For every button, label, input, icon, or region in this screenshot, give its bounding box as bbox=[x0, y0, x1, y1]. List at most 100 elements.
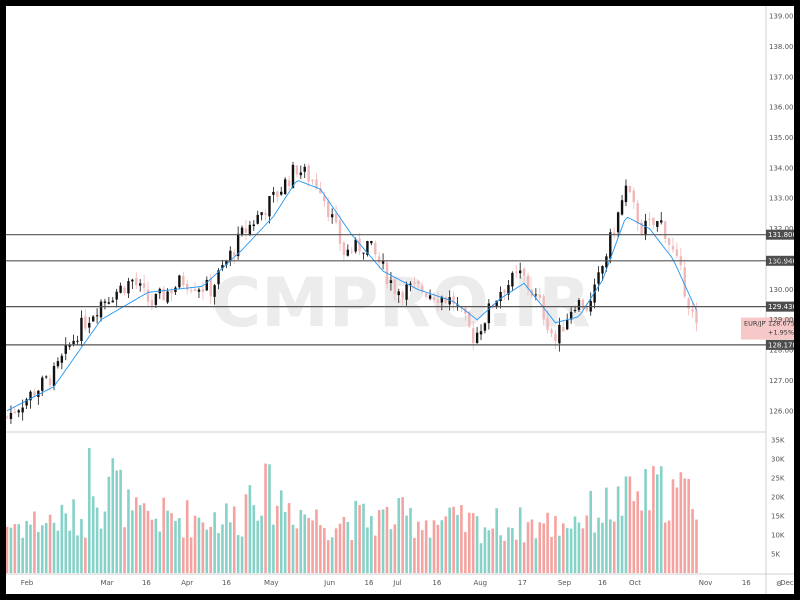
volume-bar bbox=[52, 522, 56, 573]
volume-bar bbox=[585, 515, 589, 573]
volume-bar bbox=[72, 499, 75, 573]
time-tick-label: Aug bbox=[473, 579, 487, 587]
candle-body bbox=[178, 275, 181, 288]
time-tick-label: Jul bbox=[392, 579, 402, 587]
price-tick-label: 126.000 bbox=[769, 407, 794, 415]
candle-body bbox=[609, 232, 612, 259]
time-tick-label: Oct bbox=[629, 579, 641, 587]
candle-body bbox=[350, 251, 353, 253]
volume-bar bbox=[675, 487, 679, 573]
candle-body bbox=[616, 212, 620, 233]
volume-bar bbox=[471, 513, 475, 573]
candle-body bbox=[483, 323, 487, 331]
candle-body bbox=[146, 289, 150, 302]
candle-body bbox=[303, 166, 306, 172]
volume-bar bbox=[330, 537, 334, 573]
candle-body bbox=[495, 300, 498, 307]
volume-bar bbox=[99, 528, 103, 573]
candle-body bbox=[299, 172, 303, 176]
volume-bar bbox=[366, 527, 369, 573]
candle-body bbox=[68, 345, 71, 347]
volume-bar bbox=[166, 510, 169, 573]
volume-bar bbox=[201, 522, 205, 573]
candle-body bbox=[205, 279, 208, 291]
chart-canvas[interactable]: CMPRO.IR 131.800 130.940 129.430 128.170 EUR… bbox=[6, 6, 794, 594]
candle-body bbox=[440, 296, 444, 303]
volume-bar bbox=[554, 516, 557, 573]
candle-body bbox=[209, 278, 212, 297]
volume-bar bbox=[612, 521, 616, 573]
candle-body bbox=[562, 327, 565, 332]
volume-bar bbox=[236, 535, 240, 573]
level-label-bg bbox=[766, 229, 794, 240]
volume-bar bbox=[667, 520, 671, 573]
volume-bar bbox=[514, 539, 518, 573]
symbol-label: EUR/JPY bbox=[744, 320, 769, 328]
volume-bar bbox=[420, 530, 424, 573]
candle-body bbox=[554, 333, 557, 342]
level-label: 128.170 bbox=[768, 341, 794, 349]
candle-body bbox=[652, 217, 655, 225]
settings-gear-icon[interactable]: ⚙ bbox=[776, 580, 782, 588]
candle-body bbox=[150, 300, 154, 306]
price-tick-label: 134.000 bbox=[769, 164, 794, 172]
volume-bar bbox=[628, 476, 632, 573]
volume-bar bbox=[283, 511, 287, 573]
candle-body bbox=[276, 191, 279, 197]
time-tick-label: Nov bbox=[699, 579, 713, 587]
price-tick-label: 132.000 bbox=[769, 225, 794, 233]
time-tick-label: Dec bbox=[780, 579, 794, 587]
candle-body bbox=[88, 322, 91, 328]
volume-tick-label: 15K bbox=[771, 512, 785, 520]
volume-bar bbox=[483, 527, 487, 573]
volume-bar bbox=[307, 517, 310, 573]
candle-body bbox=[601, 266, 604, 274]
volume-tick-label: 10K bbox=[771, 531, 785, 539]
time-tick-label: 16 bbox=[222, 579, 231, 587]
time-tick-label: Mar bbox=[100, 579, 113, 587]
volume-bar bbox=[303, 514, 307, 573]
volume-bar bbox=[64, 513, 68, 573]
volume-bar bbox=[683, 478, 687, 573]
time-tick-label: 16 bbox=[432, 579, 441, 587]
volume-bar bbox=[37, 532, 40, 573]
candle-body bbox=[103, 301, 107, 303]
volume-bar bbox=[573, 516, 577, 573]
time-tick-label: 16 bbox=[598, 579, 607, 587]
candle-body bbox=[475, 332, 479, 344]
volume-bar bbox=[87, 447, 91, 573]
volume-bar bbox=[115, 470, 118, 573]
candle-body bbox=[432, 297, 436, 301]
candle-body bbox=[6, 416, 9, 418]
candle-body bbox=[413, 282, 416, 284]
candle-body bbox=[29, 391, 32, 401]
volume-bar bbox=[565, 528, 569, 573]
volume-bar bbox=[260, 515, 263, 573]
volume-bar bbox=[193, 515, 197, 573]
candle-body bbox=[656, 221, 659, 227]
candle-body bbox=[189, 290, 193, 292]
volume-bar bbox=[546, 512, 549, 573]
price-tick-label: 130.000 bbox=[769, 286, 794, 294]
candle-body bbox=[193, 289, 197, 292]
volume-bar bbox=[295, 528, 299, 573]
volume-bar bbox=[119, 469, 122, 573]
volume-bar bbox=[170, 513, 173, 573]
volume-bar bbox=[558, 535, 561, 573]
candle-body bbox=[479, 331, 483, 335]
volume-bar bbox=[354, 500, 357, 573]
volume-bar bbox=[581, 528, 585, 573]
candle-body bbox=[64, 344, 67, 354]
volume-bar bbox=[444, 516, 448, 573]
candle-body bbox=[240, 227, 244, 235]
candle-body bbox=[283, 179, 287, 195]
candle-body bbox=[252, 224, 256, 227]
candle-body bbox=[663, 221, 667, 239]
candle-body bbox=[644, 220, 647, 236]
candle-body bbox=[17, 410, 20, 413]
volume-bar bbox=[522, 542, 526, 573]
time-tick-label: Feb bbox=[21, 579, 34, 587]
volume-bar bbox=[397, 498, 401, 573]
candle-body bbox=[48, 378, 52, 386]
candle-body bbox=[691, 309, 694, 312]
